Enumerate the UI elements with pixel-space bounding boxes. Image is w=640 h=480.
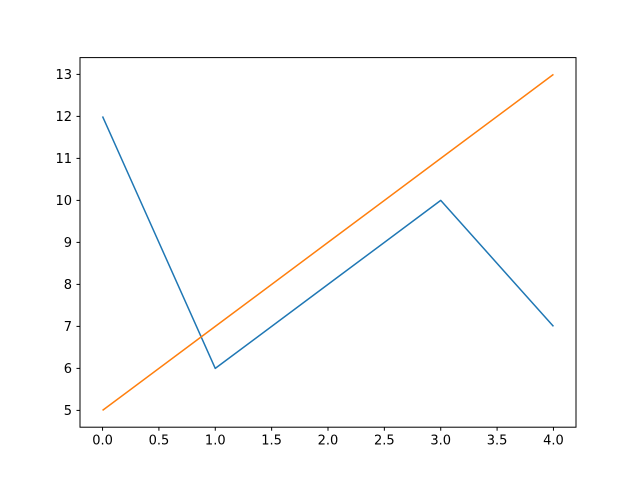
x-tick-label: 1.0 [205,434,226,449]
y-tick-label: 9 [64,236,72,251]
x-tick-label: 0.0 [92,434,113,449]
y-tick-label: 13 [55,68,72,83]
x-tick-label: 2.5 [374,434,395,449]
y-tick-label: 10 [55,194,72,209]
x-tick-label: 3.0 [430,434,451,449]
series-1-blue-line [101,116,555,370]
x-tick-label: 3.5 [487,434,508,449]
x-tick-label: 1.5 [261,434,282,449]
y-tick-label: 8 [64,278,72,293]
y-tick-label: 11 [55,152,72,167]
x-tick-label: 0.5 [149,434,170,449]
y-tick-label: 12 [55,110,72,125]
axes-frame [79,57,577,428]
y-tick-label: 7 [64,320,72,335]
x-tick-label: 4.0 [543,434,564,449]
y-tick-label: 6 [64,362,72,377]
series-2-orange-line [102,73,554,412]
x-tick-label: 2.0 [318,434,339,449]
y-tick-label: 5 [64,404,72,419]
